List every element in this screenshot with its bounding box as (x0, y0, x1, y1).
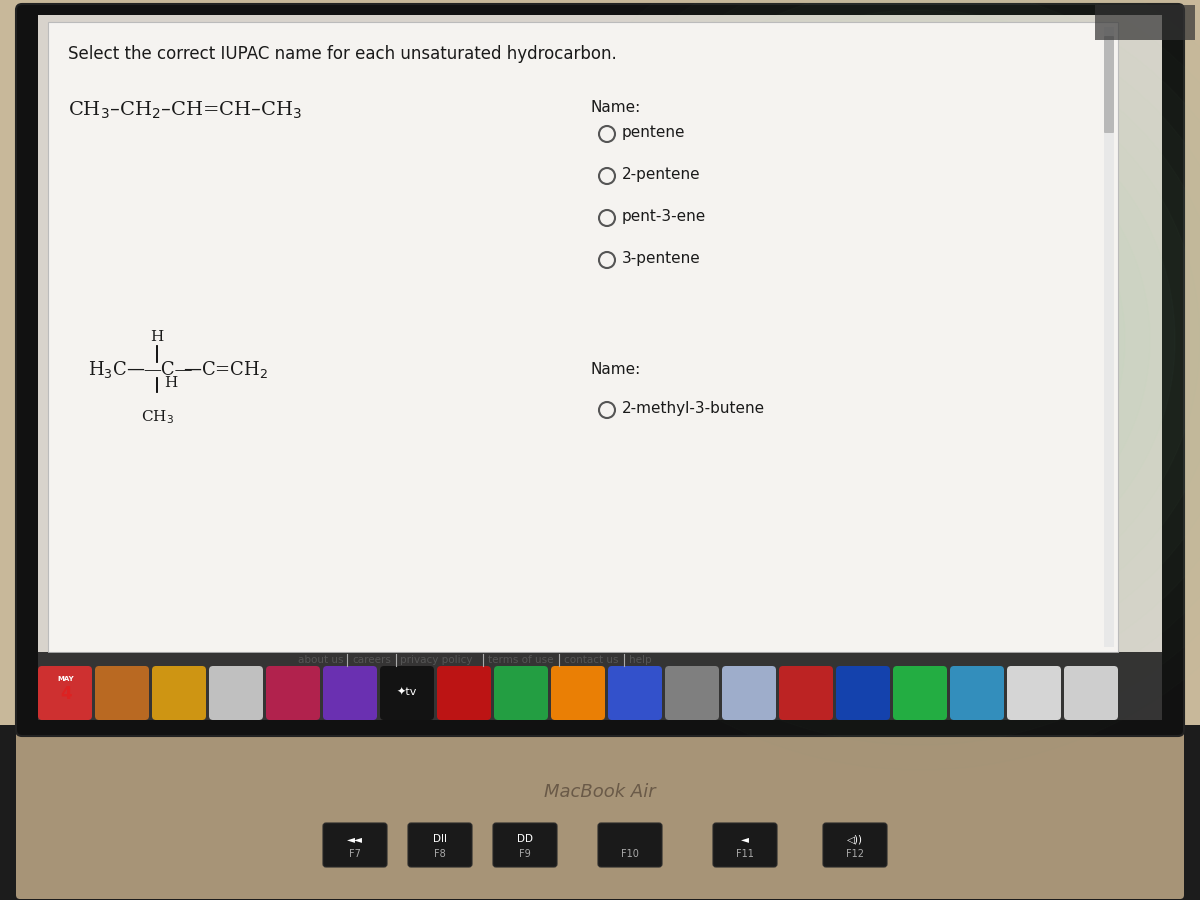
Text: H: H (150, 330, 163, 344)
Text: Name:: Name: (590, 363, 641, 377)
FancyBboxPatch shape (665, 666, 719, 720)
Text: 2-methyl-3-butene: 2-methyl-3-butene (622, 401, 766, 417)
Text: H$_3$C—: H$_3$C— (88, 359, 145, 381)
Text: ◁)): ◁)) (847, 834, 863, 844)
Text: terms of use: terms of use (487, 655, 553, 665)
FancyBboxPatch shape (38, 652, 1162, 720)
FancyBboxPatch shape (713, 823, 778, 867)
Text: CH$_3$–CH$_2$–CH=CH–CH$_3$: CH$_3$–CH$_2$–CH=CH–CH$_3$ (68, 100, 302, 122)
Text: F10: F10 (622, 849, 638, 859)
Text: F12: F12 (846, 849, 864, 859)
Text: ✦tv: ✦tv (397, 687, 418, 697)
FancyBboxPatch shape (266, 666, 320, 720)
FancyBboxPatch shape (598, 823, 662, 867)
FancyBboxPatch shape (494, 666, 548, 720)
Text: pentene: pentene (622, 125, 685, 140)
FancyBboxPatch shape (608, 666, 662, 720)
FancyBboxPatch shape (1104, 27, 1114, 647)
Text: 2-pentene: 2-pentene (622, 167, 701, 183)
Text: F7: F7 (349, 849, 361, 859)
FancyBboxPatch shape (437, 666, 491, 720)
Text: ◄◄: ◄◄ (347, 834, 364, 844)
FancyBboxPatch shape (408, 823, 472, 867)
Text: pent-3-ene: pent-3-ene (622, 210, 707, 224)
Text: Select the correct IUPAC name for each unsaturated hydrocarbon.: Select the correct IUPAC name for each u… (68, 45, 617, 63)
FancyBboxPatch shape (323, 823, 386, 867)
FancyBboxPatch shape (323, 666, 377, 720)
FancyBboxPatch shape (1007, 666, 1061, 720)
FancyBboxPatch shape (893, 666, 947, 720)
Text: F9: F9 (520, 849, 530, 859)
FancyBboxPatch shape (836, 666, 890, 720)
Text: contact us: contact us (564, 655, 618, 665)
FancyBboxPatch shape (16, 726, 1184, 899)
Text: about us: about us (298, 655, 343, 665)
Text: MAY: MAY (58, 676, 74, 682)
Text: ◄: ◄ (742, 834, 749, 844)
Text: H: H (164, 376, 178, 390)
FancyBboxPatch shape (38, 666, 92, 720)
FancyBboxPatch shape (823, 823, 887, 867)
FancyBboxPatch shape (0, 725, 1200, 900)
Text: DD: DD (517, 834, 533, 844)
FancyBboxPatch shape (209, 666, 263, 720)
Text: 4: 4 (60, 685, 72, 703)
FancyBboxPatch shape (950, 666, 1004, 720)
FancyBboxPatch shape (1096, 5, 1195, 40)
Text: —C—: —C— (143, 361, 192, 379)
Text: careers: careers (352, 655, 391, 665)
Text: help: help (629, 655, 652, 665)
Text: privacy policy: privacy policy (401, 655, 473, 665)
FancyBboxPatch shape (152, 666, 206, 720)
Text: CH$_3$: CH$_3$ (140, 408, 174, 426)
FancyBboxPatch shape (48, 22, 1118, 652)
FancyBboxPatch shape (722, 666, 776, 720)
Text: —C=CH$_2$: —C=CH$_2$ (182, 359, 269, 381)
FancyBboxPatch shape (38, 15, 1162, 720)
FancyBboxPatch shape (16, 4, 1184, 736)
FancyBboxPatch shape (380, 666, 434, 720)
Text: 3-pentene: 3-pentene (622, 251, 701, 266)
Text: F8: F8 (434, 849, 446, 859)
FancyBboxPatch shape (779, 666, 833, 720)
FancyBboxPatch shape (1064, 666, 1118, 720)
Text: Name:: Name: (590, 100, 641, 115)
FancyBboxPatch shape (1104, 36, 1114, 133)
FancyBboxPatch shape (95, 666, 149, 720)
Text: MacBook Air: MacBook Air (544, 783, 656, 801)
Text: F11: F11 (736, 849, 754, 859)
FancyBboxPatch shape (551, 666, 605, 720)
Text: DII: DII (433, 834, 446, 844)
FancyBboxPatch shape (493, 823, 557, 867)
